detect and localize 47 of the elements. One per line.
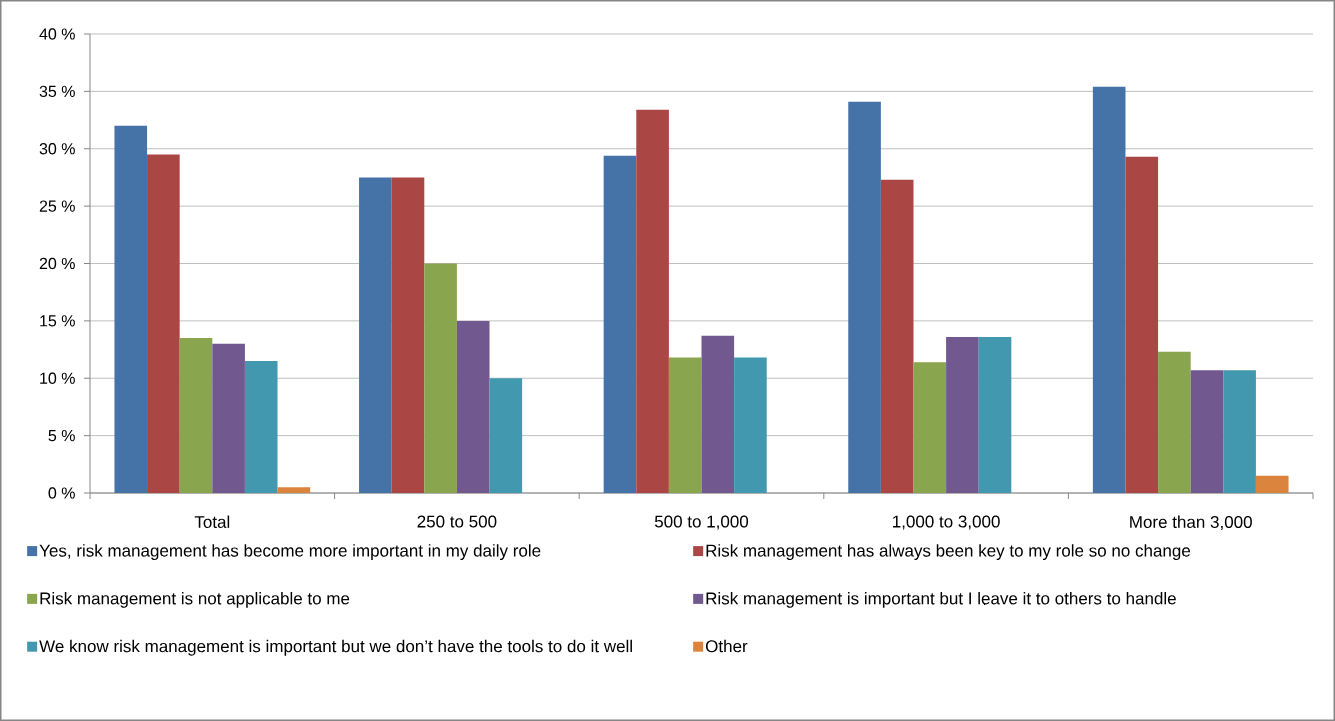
bar xyxy=(668,357,702,493)
bar xyxy=(1255,475,1289,493)
bar xyxy=(978,336,1012,493)
legend-label: We know risk management is important but we don’t have the tools to do it well xyxy=(39,639,632,656)
bar xyxy=(212,343,245,493)
y-tick-label: 0 % xyxy=(48,487,75,499)
y-tick-label: 40 % xyxy=(39,28,75,40)
bar xyxy=(1092,86,1126,493)
bar xyxy=(489,378,523,493)
bar xyxy=(913,362,947,493)
y-tick-label: 10 % xyxy=(40,372,75,384)
x-tick-label: Total xyxy=(194,515,230,529)
bar xyxy=(1125,156,1159,493)
bar xyxy=(277,487,311,493)
legend-label: Other xyxy=(705,639,748,653)
bar xyxy=(391,177,425,493)
y-tick-label: 30 % xyxy=(39,143,75,155)
bar xyxy=(114,125,148,493)
y-tick-label: 15 % xyxy=(40,315,75,327)
y-tick-label: 5 % xyxy=(48,429,75,442)
legend-label: Risk management has always been key to my role so no change xyxy=(706,544,1191,561)
bar xyxy=(147,154,180,493)
x-tick-label: 250 to 500 xyxy=(417,515,497,528)
legend-label: Yes, risk management has become more important in my daily role xyxy=(39,544,541,561)
y-tick-label: 35 % xyxy=(39,85,75,98)
bar xyxy=(734,357,767,493)
bar xyxy=(946,336,979,493)
bar xyxy=(244,361,278,493)
x-tick-label: 500 to 1,000 xyxy=(654,515,749,530)
bar xyxy=(424,263,457,493)
y-tick-label: 25 % xyxy=(39,200,75,212)
bar xyxy=(1223,370,1256,493)
y-tick-label: 20 % xyxy=(39,257,75,270)
bar xyxy=(603,155,637,493)
bar xyxy=(1158,351,1191,493)
bar xyxy=(179,338,213,493)
bar xyxy=(359,177,392,493)
x-tick-label: More than 3,000 xyxy=(1130,515,1252,531)
legend-label: Risk management is important but I leave it to others to handle xyxy=(706,591,1176,608)
bar xyxy=(456,320,490,493)
bar xyxy=(848,101,881,493)
legend-label: Risk management is not applicable to me xyxy=(40,591,350,608)
bar xyxy=(636,109,669,493)
bar xyxy=(880,179,914,493)
x-tick-label: 1,000 to 3,000 xyxy=(893,515,1000,530)
bar xyxy=(1190,370,1224,493)
bar xyxy=(701,335,735,493)
